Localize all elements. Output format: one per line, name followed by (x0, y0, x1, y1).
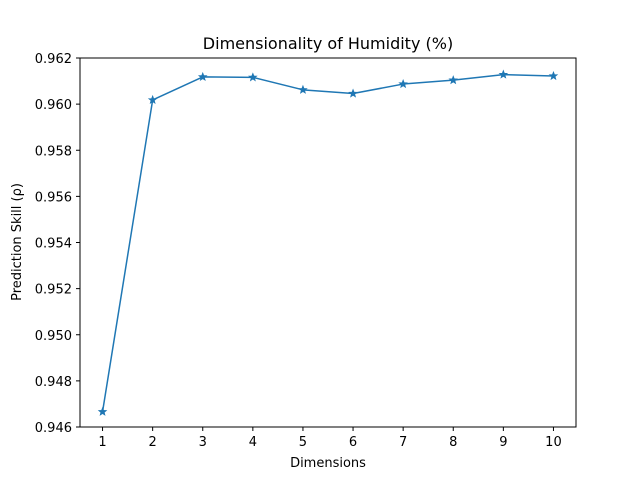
y-tick-label: 0.950 (35, 329, 72, 344)
y-tick-label: 0.954 (35, 237, 72, 252)
data-point (97, 406, 108, 416)
y-axis: 0.946 0.948 0.950 0.952 0.954 0.956 0.958 0.960… (35, 52, 80, 436)
data-point (548, 70, 559, 81)
x-tick-label: 1 (98, 435, 106, 450)
data-point (348, 88, 358, 98)
x-tick-label: 5 (299, 435, 307, 450)
x-tick-label: 2 (149, 435, 157, 450)
x-axis-title: Dimensions (290, 456, 366, 471)
data-point (398, 79, 408, 89)
data-point (197, 71, 208, 81)
y-tick-label: 0.958 (35, 144, 72, 159)
plot-area (97, 69, 559, 416)
y-tick-label: 0.948 (35, 375, 72, 390)
y-tick-label: 0.960 (35, 98, 72, 113)
data-point (448, 75, 459, 85)
chart-title: Dimensionality of Humidity (%) (203, 34, 453, 53)
series-line (101, 73, 554, 412)
x-tick-label: 7 (399, 435, 407, 450)
x-tick-label: 6 (349, 435, 357, 450)
data-point (498, 69, 509, 79)
x-tick-label: 4 (249, 435, 257, 450)
y-tick-label: 0.962 (35, 52, 72, 67)
x-tick-label: 8 (449, 435, 457, 450)
data-point (248, 72, 258, 82)
y-tick-label: 0.946 (35, 421, 72, 436)
y-axis-title: Prediction Skill (ρ) (10, 183, 25, 301)
data-point (147, 94, 158, 105)
data-point (298, 84, 308, 94)
x-tick-label: 9 (499, 435, 507, 450)
x-tick-label: 3 (199, 435, 207, 450)
y-tick-label: 0.956 (35, 190, 72, 205)
x-axis: 1 2 3 4 5 6 7 8 9 10 (98, 427, 562, 450)
y-tick-label: 0.952 (35, 283, 72, 298)
x-tick-label: 10 (545, 435, 562, 450)
